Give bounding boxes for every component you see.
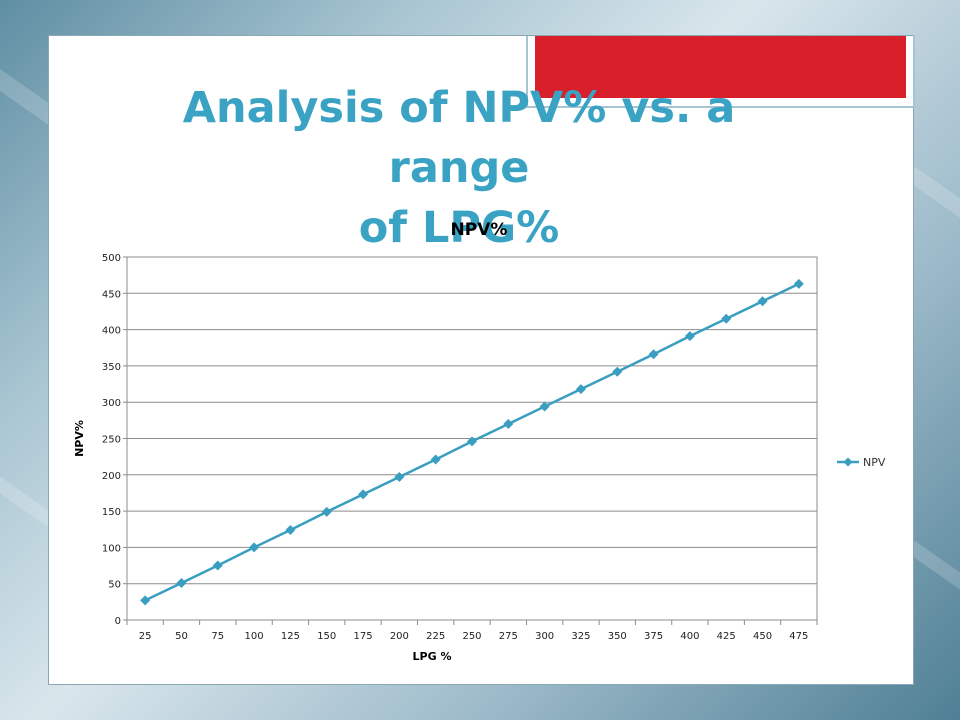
data-point-marker (721, 313, 732, 324)
data-point-marker (249, 542, 260, 553)
legend: NPV (837, 456, 886, 469)
x-tick-label: 25 (139, 631, 152, 642)
x-axis-label: LPG % (413, 650, 452, 663)
x-tick-label: 425 (717, 631, 736, 642)
accent-tab-fill (535, 36, 906, 98)
legend-label: NPV (863, 456, 886, 469)
y-tick-label: 200 (102, 471, 121, 482)
x-tick-label: 325 (571, 631, 590, 642)
slide-title: Analysis of NPV% vs. a range of LPG% (119, 78, 799, 258)
y-tick-label: 0 (115, 616, 121, 627)
x-tick-label: 175 (354, 631, 373, 642)
data-point-marker (612, 366, 623, 377)
data-point-marker (467, 436, 477, 447)
x-tick-label: 350 (608, 631, 627, 642)
data-point-marker (394, 471, 405, 482)
x-tick-label: 400 (680, 631, 699, 642)
x-tick-label: 275 (499, 631, 518, 642)
y-tick-label: 450 (102, 289, 121, 300)
x-tick-label: 150 (317, 631, 336, 642)
x-tick-label: 250 (462, 631, 481, 642)
data-point-marker (212, 560, 223, 571)
x-tick-label: 450 (753, 631, 772, 642)
data-point-marker (575, 384, 586, 395)
data-point-marker (539, 401, 550, 412)
y-axis-label: NPV% (73, 420, 86, 457)
slide: Analysis of NPV% vs. a range of LPG% NPV… (48, 35, 915, 685)
y-tick-label: 150 (102, 507, 121, 518)
y-tick-label: 50 (108, 580, 121, 591)
y-axis-ticks: 0 50 100 150 200 250 300 350 400 450 500 (102, 253, 127, 627)
data-point-marker (321, 506, 332, 517)
y-tick-label: 250 (102, 435, 121, 446)
x-axis-ticks: 25 50 75 100 125 150 175 200 225 250 275 300 325 350 3… (126, 620, 818, 642)
x-tick-label: 50 (175, 631, 188, 642)
x-tick-label: 375 (644, 631, 663, 642)
y-tick-label: 350 (102, 362, 121, 373)
x-tick-label: 200 (390, 631, 409, 642)
plot-area (126, 256, 818, 621)
data-point-marker (430, 454, 441, 465)
data-point-marker (648, 349, 659, 360)
slide-title-line-2: of LPG% (358, 203, 560, 253)
y-tick-label: 300 (102, 398, 121, 409)
slide-title-line-1: Analysis of NPV% vs. a range (182, 83, 736, 193)
accent-tab (526, 36, 915, 108)
chart-title: NPV% (451, 220, 508, 240)
x-tick-label: 300 (535, 631, 554, 642)
data-point-marker (176, 577, 187, 588)
data-point-marker (793, 278, 804, 289)
series-npv (140, 278, 804, 606)
data-point-marker (358, 489, 369, 500)
npv-line-chart: NPV% 0 50 100 150 200 250 300 350 400 450 500 25 50… (73, 220, 886, 663)
x-tick-label: 125 (281, 631, 300, 642)
x-tick-label: 475 (789, 631, 808, 642)
legend-marker (843, 457, 853, 467)
data-point-marker (757, 296, 768, 307)
data-point-marker (503, 418, 514, 429)
data-point-marker (285, 524, 296, 535)
data-point-marker (684, 331, 695, 342)
y-tick-label: 400 (102, 326, 121, 337)
x-tick-label: 225 (426, 631, 445, 642)
x-tick-label: 75 (211, 631, 224, 642)
x-tick-label: 100 (245, 631, 264, 642)
y-tick-label: 500 (102, 253, 121, 264)
y-tick-label: 100 (102, 543, 121, 554)
data-point-marker (140, 595, 151, 606)
